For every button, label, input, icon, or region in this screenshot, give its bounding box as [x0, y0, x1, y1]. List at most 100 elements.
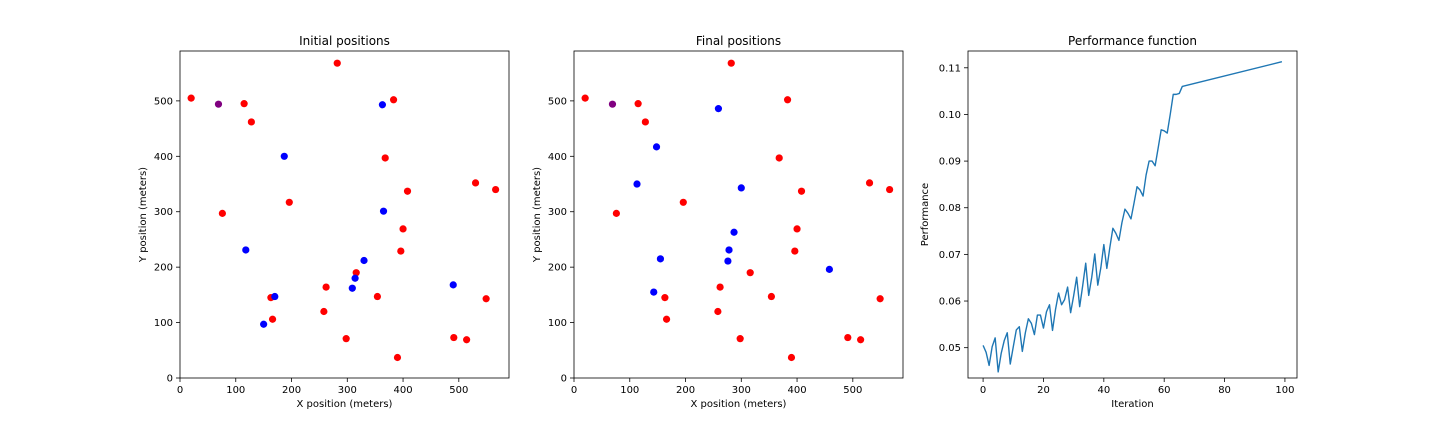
x-tick-label: 500 — [843, 385, 862, 396]
scatter-point — [482, 295, 490, 303]
y-tick-label: 200 — [154, 263, 173, 274]
scatter-point — [271, 292, 279, 301]
scatter-point — [662, 315, 671, 323]
y-tick-label: 0.05 — [939, 343, 961, 354]
chart-title: Final positions — [696, 34, 781, 48]
x-tick-label: 200 — [282, 385, 301, 396]
y-tick-label: 500 — [154, 96, 173, 107]
scatter-point — [322, 283, 330, 291]
x-tick-label: 100 — [620, 385, 639, 396]
scatter-point — [608, 100, 617, 108]
scatter-point — [783, 96, 792, 104]
y-tick-label: 0.06 — [939, 297, 961, 308]
x-tick-label: 200 — [676, 385, 695, 396]
x-tick-label: 400 — [788, 385, 807, 396]
x-tick-label: 100 — [1275, 385, 1294, 396]
scatter-point — [333, 59, 341, 67]
scatter-point — [730, 228, 738, 236]
x-tick-label: 400 — [394, 385, 413, 396]
scatter-point — [656, 255, 665, 263]
x-tick-label: 80 — [1218, 385, 1231, 396]
y-tick-label: 0.07 — [939, 250, 961, 261]
scatter-point — [634, 100, 642, 108]
y-tick-label: 0 — [561, 374, 567, 385]
scatter-point — [449, 281, 457, 289]
scatter-point — [886, 185, 894, 194]
chart-1: Final positions 0 100 200 300 400 500 0 100 200 30… — [532, 34, 904, 410]
scatter-point — [736, 335, 744, 343]
x-tick-label: 300 — [338, 385, 357, 396]
x-tick-label: 500 — [449, 385, 468, 396]
scatter-point — [393, 353, 402, 362]
y-tick-label: 0 — [167, 374, 173, 385]
x-tick-label: 60 — [1158, 385, 1171, 396]
y-tick-label: 0.11 — [939, 63, 961, 74]
scatter-point — [285, 198, 293, 206]
chart-title: Performance function — [1068, 34, 1197, 48]
scatter-point — [218, 209, 226, 217]
scatter-point — [612, 209, 620, 217]
x-tick-label: 20 — [1037, 385, 1050, 396]
chart-0: Initial positions 0 100 200 300 400 500 0 100 200… — [138, 34, 510, 410]
scatter-point — [652, 143, 661, 151]
y-tick-label: 100 — [154, 318, 173, 329]
scatter-point — [581, 94, 589, 102]
scatter-point — [360, 256, 368, 265]
scatter-point — [725, 246, 733, 254]
y-tick-label: 400 — [154, 152, 173, 163]
x-tick-label: 100 — [226, 385, 245, 396]
y-tick-label: 200 — [548, 263, 567, 274]
scatter-point — [247, 118, 255, 126]
scatter-point — [825, 265, 833, 273]
chart-2: Performance function 0 20 40 60 80 100 0.05 0.06… — [920, 34, 1298, 410]
scatter-point — [214, 100, 223, 108]
y-tick-label: 300 — [548, 207, 567, 218]
scatter-point — [399, 225, 407, 233]
scatter-point — [240, 100, 248, 108]
y-tick-label: 400 — [548, 152, 567, 163]
scatter-point — [641, 118, 649, 126]
y-axis-label: Y position (meters) — [138, 167, 149, 263]
scatter-point — [679, 198, 687, 206]
scatter-point — [397, 247, 405, 255]
x-tick-label: 0 — [571, 385, 577, 396]
scatter-point — [787, 353, 796, 362]
scatter-point — [187, 94, 195, 102]
scatter-point — [714, 105, 723, 113]
x-tick-label: 40 — [1097, 385, 1110, 396]
scatter-point — [389, 96, 398, 104]
y-tick-label: 500 — [548, 96, 567, 107]
scatter-point — [260, 320, 268, 328]
x-tick-label: 0 — [177, 385, 183, 396]
scatter-point — [876, 295, 884, 303]
scatter-point — [737, 184, 745, 192]
y-tick-label: 300 — [154, 207, 173, 218]
scatter-point — [633, 180, 641, 188]
scatter-point — [352, 269, 360, 277]
scatter-point — [716, 283, 724, 291]
scatter-point — [650, 288, 658, 296]
y-tick-label: 0.10 — [939, 110, 961, 121]
scatter-point — [661, 294, 669, 302]
scatter-point — [348, 284, 356, 292]
scatter-point — [865, 179, 874, 187]
x-tick-label: 300 — [732, 385, 751, 396]
scatter-point — [268, 315, 277, 323]
scatter-point — [351, 274, 359, 282]
y-tick-label: 0.09 — [939, 157, 961, 168]
scatter-point — [492, 185, 500, 194]
scatter-point — [342, 335, 350, 343]
scatter-point — [280, 152, 288, 160]
scatter-point — [463, 336, 471, 344]
scatter-point — [378, 101, 387, 109]
axes-frame — [179, 50, 510, 379]
scatter-point — [857, 336, 865, 344]
axes-frame — [967, 50, 1298, 379]
scatter-point — [775, 154, 783, 162]
y-tick-label: 0.08 — [939, 203, 961, 214]
y-tick-label: 100 — [548, 318, 567, 329]
axes-frame — [573, 50, 904, 379]
scatter-point — [844, 333, 852, 342]
scatter-point — [767, 292, 776, 301]
